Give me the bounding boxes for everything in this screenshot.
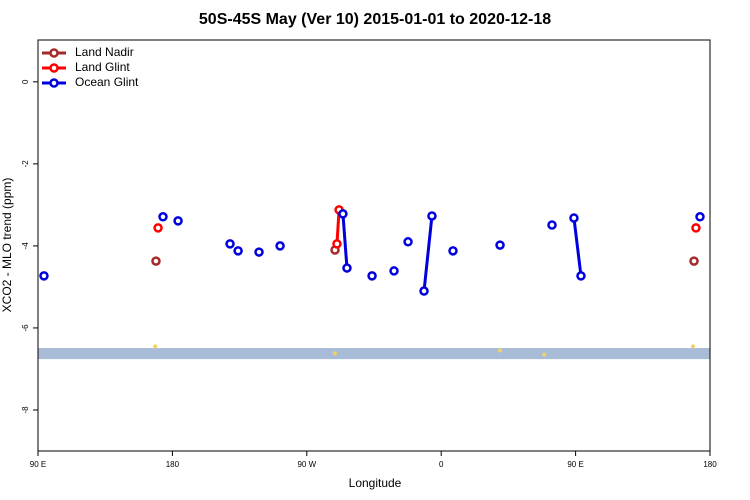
data-point xyxy=(495,240,505,250)
data-point xyxy=(275,241,285,251)
data-point xyxy=(576,271,586,281)
highlight-marker xyxy=(153,344,158,349)
data-point xyxy=(547,220,557,230)
highlight-marker xyxy=(498,348,503,353)
band xyxy=(38,348,710,360)
legend-label: Ocean Glint xyxy=(75,75,139,89)
legend-marker xyxy=(49,48,59,58)
chart-title: 50S-45S May (Ver 10) 2015-01-01 to 2020-… xyxy=(199,11,551,28)
y-tick-label: -2 xyxy=(21,160,30,168)
data-point xyxy=(427,211,437,221)
data-point xyxy=(338,209,348,219)
data-point xyxy=(448,246,458,256)
data-point xyxy=(225,239,235,249)
series-line xyxy=(343,214,700,291)
series-line xyxy=(337,210,696,244)
data-point xyxy=(342,263,352,273)
x-tick-label: 90 E xyxy=(567,460,583,469)
plot-frame xyxy=(37,39,711,452)
data-point xyxy=(695,212,705,222)
data-point xyxy=(332,239,342,249)
legend-marker xyxy=(49,63,59,73)
x-axis-label: Longitude xyxy=(349,476,402,490)
x-tick-label: 180 xyxy=(166,460,180,469)
x-tick-label: 0 xyxy=(439,460,444,469)
data-point xyxy=(367,271,377,281)
legend-label: Land Nadir xyxy=(75,45,134,59)
data-point xyxy=(419,286,429,296)
data-point xyxy=(233,246,243,256)
data-point xyxy=(158,212,168,222)
x-tick-label: 90 W xyxy=(297,460,316,469)
legend-label: Land Glint xyxy=(75,60,130,74)
data-point xyxy=(689,256,699,266)
data-point xyxy=(691,223,701,233)
y-tick-label: -4 xyxy=(21,242,30,250)
data-point xyxy=(39,271,49,281)
data-point xyxy=(403,237,413,247)
data-point xyxy=(173,216,183,226)
highlight-marker xyxy=(333,351,338,356)
data-point xyxy=(254,247,264,257)
x-tick-label: 180 xyxy=(703,460,717,469)
data-point xyxy=(389,266,399,276)
highlight-marker xyxy=(542,352,547,357)
y-tick-label: -6 xyxy=(21,324,30,332)
data-point xyxy=(153,223,163,233)
y-tick-label: 0 xyxy=(21,79,30,84)
highlight-marker xyxy=(690,344,695,349)
y-axis-label: XCO2 - MLO trend (ppm) xyxy=(0,178,14,313)
y-tick-label: -8 xyxy=(21,406,30,414)
data-point xyxy=(151,256,161,266)
data-point xyxy=(569,213,579,223)
legend-marker xyxy=(49,78,59,88)
x-tick-label: 90 E xyxy=(30,460,46,469)
